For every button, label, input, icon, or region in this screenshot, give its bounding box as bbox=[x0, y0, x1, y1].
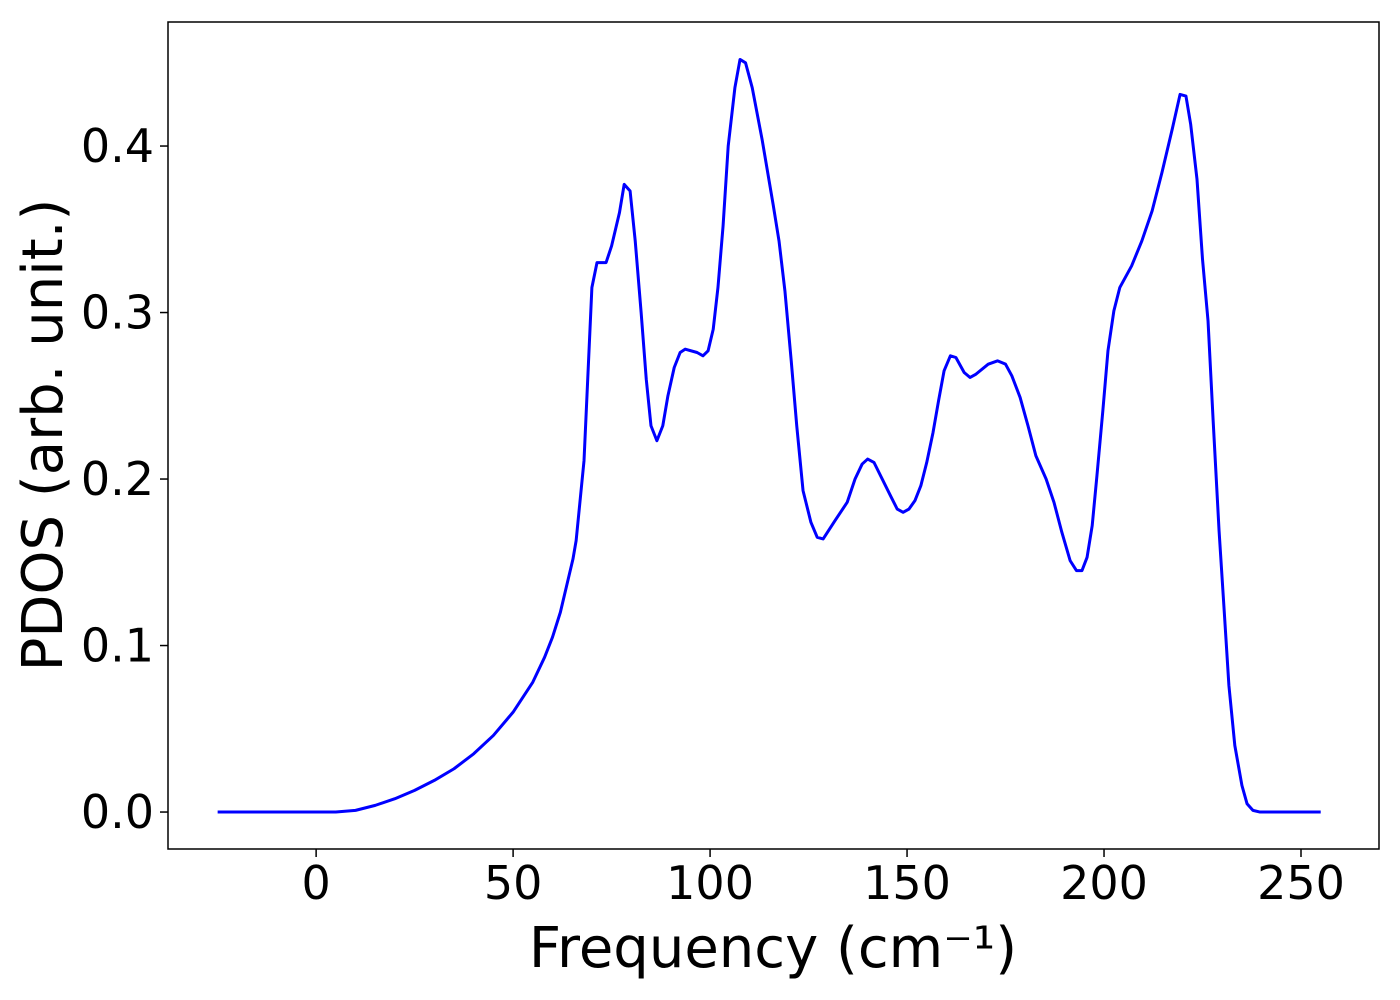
y-tick-label: 0.4 bbox=[81, 119, 154, 173]
y-axis-label: PDOS (arb. unit.) bbox=[11, 199, 76, 672]
x-tick-label: 0 bbox=[301, 856, 330, 910]
x-tick-label: 150 bbox=[863, 856, 951, 910]
plot-frame bbox=[167, 21, 1380, 850]
y-tick-label: 0.1 bbox=[81, 619, 154, 673]
y-tick-label: 0.3 bbox=[81, 286, 154, 340]
y-tick-label: 0.2 bbox=[81, 452, 154, 506]
x-tick-label: 250 bbox=[1257, 856, 1345, 910]
x-tick-label: 200 bbox=[1060, 856, 1148, 910]
data-line bbox=[217, 57, 1321, 814]
x-tick-label: 50 bbox=[484, 856, 543, 910]
y-tick-label: 0.0 bbox=[81, 785, 154, 839]
x-tick-label: 100 bbox=[666, 856, 754, 910]
x-axis-label: Frequency (cm⁻¹) bbox=[529, 916, 1017, 981]
